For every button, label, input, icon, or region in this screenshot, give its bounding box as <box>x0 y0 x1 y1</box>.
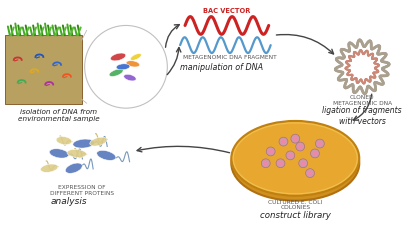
Circle shape <box>280 139 285 144</box>
Ellipse shape <box>65 163 82 173</box>
Ellipse shape <box>109 69 123 77</box>
Circle shape <box>277 161 282 166</box>
Text: analysis: analysis <box>50 197 87 206</box>
Circle shape <box>285 151 294 160</box>
Ellipse shape <box>231 126 358 201</box>
Text: CLONED
METAGENOMIC DNA: CLONED METAGENOMIC DNA <box>332 95 391 106</box>
Circle shape <box>312 151 317 156</box>
Text: isolation of DNA from
environmental sample: isolation of DNA from environmental samp… <box>18 109 100 122</box>
Ellipse shape <box>124 74 136 81</box>
Ellipse shape <box>97 150 116 160</box>
Ellipse shape <box>73 139 94 148</box>
Circle shape <box>265 147 274 156</box>
Ellipse shape <box>49 149 69 158</box>
Circle shape <box>307 171 312 176</box>
Circle shape <box>297 144 302 149</box>
Text: BAC VECTOR: BAC VECTOR <box>202 8 249 14</box>
Text: manipulation of DNA: manipulation of DNA <box>180 63 263 72</box>
Ellipse shape <box>231 121 358 196</box>
Circle shape <box>267 149 272 154</box>
Circle shape <box>295 142 304 151</box>
Circle shape <box>263 161 267 166</box>
Circle shape <box>300 161 305 166</box>
Circle shape <box>261 159 270 168</box>
Circle shape <box>290 134 299 143</box>
Ellipse shape <box>56 137 72 145</box>
Text: EXPRESSION OF
DIFFERENT PROTEINS: EXPRESSION OF DIFFERENT PROTEINS <box>49 185 113 196</box>
Circle shape <box>310 149 319 158</box>
Circle shape <box>305 169 314 178</box>
Ellipse shape <box>130 54 141 60</box>
Text: ligation of fragments
with vectors: ligation of fragments with vectors <box>321 106 401 126</box>
Ellipse shape <box>110 53 126 61</box>
Ellipse shape <box>116 64 130 70</box>
FancyBboxPatch shape <box>5 35 81 104</box>
Text: CULTURED E. COLI
COLONIES: CULTURED E. COLI COLONIES <box>267 200 321 210</box>
Ellipse shape <box>67 149 86 157</box>
Circle shape <box>298 159 307 168</box>
Circle shape <box>292 136 297 141</box>
Circle shape <box>315 139 324 148</box>
Circle shape <box>279 137 287 146</box>
Circle shape <box>275 159 284 168</box>
Ellipse shape <box>126 61 139 67</box>
Ellipse shape <box>90 137 107 146</box>
Circle shape <box>317 141 321 146</box>
Ellipse shape <box>40 164 58 172</box>
Text: METAGENOMIC DNA FRAGMENT: METAGENOMIC DNA FRAGMENT <box>182 55 276 60</box>
Text: construct library: construct library <box>259 211 330 219</box>
Circle shape <box>287 153 292 158</box>
Circle shape <box>84 26 167 108</box>
